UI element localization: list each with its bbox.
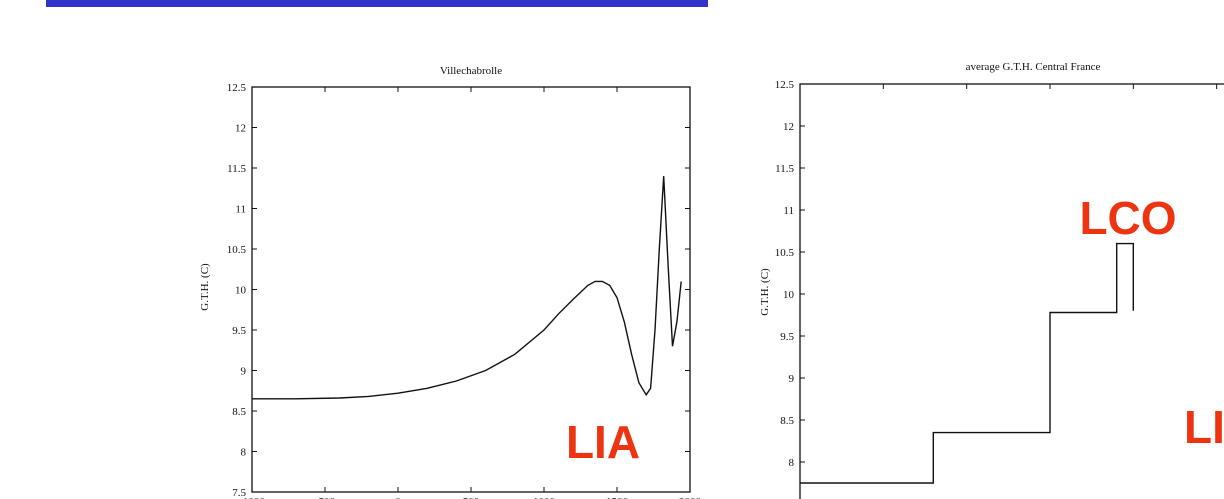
y-tick-label: 11.5 <box>775 163 794 175</box>
annotation-lco: LCO <box>1079 192 1176 244</box>
annotation-lia: LIA <box>566 416 640 468</box>
y-tick-label: 9.5 <box>780 331 794 343</box>
series-line <box>800 242 1135 484</box>
y-tick-label: 12.5 <box>775 79 795 91</box>
y-tick-label: 7.5 <box>232 487 246 499</box>
x-tick-label: 2000 <box>679 496 702 499</box>
plot-frame <box>799 83 1224 499</box>
y-tick-label: 8 <box>789 457 795 469</box>
y-tick-label: 12.5 <box>227 82 247 94</box>
y-tick-label: 9.5 <box>232 325 246 337</box>
y-tick-label: 12 <box>783 121 794 133</box>
y-tick-label: 10.5 <box>227 244 247 256</box>
y-tick-label: 8.5 <box>780 415 794 427</box>
y-tick-label: 11.5 <box>227 163 246 175</box>
y-tick-label: 10 <box>235 285 247 297</box>
y-tick-label: 8 <box>241 447 247 459</box>
y-tick-label: 11 <box>783 205 794 217</box>
y-tick-label: 10.5 <box>775 247 795 259</box>
y-tick-label: 11 <box>235 204 246 216</box>
series-line <box>252 176 682 400</box>
chart-title: Villechabrolle <box>440 65 502 77</box>
y-tick-label: 9 <box>241 366 247 378</box>
x-tick-label: -500 <box>315 496 336 499</box>
x-tick-label: -1000 <box>239 496 265 499</box>
x-tick-label: 0 <box>395 496 401 499</box>
y-axis-label: G.T.H. (C) <box>199 263 211 311</box>
y-ticks: 7.5 8 8.5 9 9.5 10 10.5 11 11.5 12 12.5 -1000 -500 0 5… <box>227 82 702 499</box>
y-tick-label: 8.5 <box>232 406 246 418</box>
chart-title: average G.T.H. Central France <box>966 61 1101 73</box>
slide-title-bar <box>46 0 708 7</box>
series-group <box>252 176 682 400</box>
x-tick-label: 500 <box>463 496 480 499</box>
x-tick-label: 1000 <box>533 496 556 499</box>
y-tick-label: 10 <box>783 289 795 301</box>
x-tick-label: 1500 <box>606 496 629 499</box>
series-group <box>800 242 1135 484</box>
villechabrolle-chart: Villechabrolle G.T.H. (C) 7.5 8 8.5 9 9.5 10 1… <box>199 65 702 499</box>
y-tick-label: 9 <box>789 373 795 385</box>
annotation-li: LI <box>1184 401 1224 453</box>
y-tick-label: 12 <box>235 123 246 135</box>
y-axis-label: G.T.H. (C) <box>759 268 771 316</box>
